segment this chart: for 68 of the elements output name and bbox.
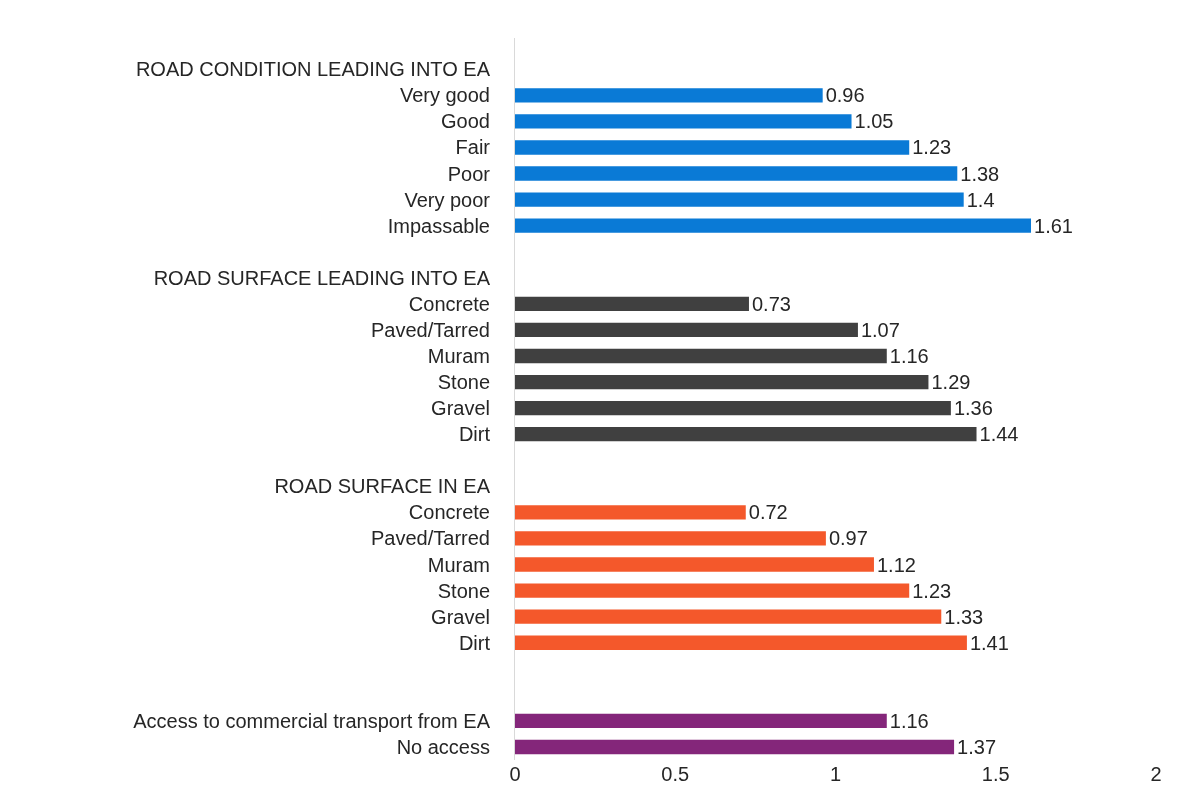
- bar: [515, 374, 929, 390]
- bar: [515, 322, 858, 338]
- x-tick-label: 1: [829, 763, 842, 785]
- y-tick-label: Stone: [437, 371, 490, 394]
- x-tick-label: 0: [509, 763, 521, 785]
- y-tick-label: Dirt: [458, 631, 491, 654]
- y-tick-label: Very good: [399, 84, 490, 107]
- bar: [515, 557, 874, 572]
- data-label: 1.23: [912, 579, 952, 602]
- data-label: 1.05: [854, 110, 894, 133]
- data-label: 1.41: [969, 631, 1009, 654]
- y-tick-label: Paved/Tarred: [371, 527, 490, 550]
- y-tick-label: Concrete: [408, 501, 490, 524]
- y-tick-label: Gravel: [431, 397, 490, 420]
- bar: [515, 218, 1032, 233]
- x-tick-label: 2: [1150, 763, 1162, 785]
- bar: [515, 635, 967, 650]
- bar: [515, 713, 887, 729]
- data-label: 1.16: [889, 709, 929, 732]
- y-tick-label: Muram: [427, 553, 490, 576]
- bar: [515, 400, 951, 416]
- data-label: 1.4: [966, 188, 995, 211]
- data-label: 1.23: [912, 136, 952, 159]
- bar: [515, 739, 955, 755]
- x-tick-label: 1.5: [981, 763, 1010, 785]
- bar: [515, 531, 826, 546]
- y-tick-label: Stone: [437, 579, 490, 602]
- x-tick-label: 0.5: [661, 763, 690, 785]
- bar: [515, 427, 977, 442]
- data-label: 1.37: [957, 735, 997, 758]
- data-label: 1.38: [960, 162, 1000, 185]
- data-label: 1.12: [876, 553, 916, 576]
- data-label: 0.73: [751, 292, 791, 315]
- bar: [515, 192, 964, 207]
- data-label: 1.07: [860, 318, 900, 341]
- bar: [515, 296, 749, 312]
- bar: [515, 114, 852, 129]
- y-tick-label: No access: [396, 735, 490, 758]
- data-label: 0.72: [748, 501, 788, 524]
- data-label: 1.29: [931, 371, 971, 394]
- data-label: 1.44: [979, 423, 1019, 446]
- y-tick-label: ROAD SURFACE IN EA: [274, 475, 491, 498]
- data-label: 0.97: [828, 527, 868, 550]
- bar: [515, 348, 887, 364]
- data-label: 1.16: [889, 344, 929, 367]
- data-label: 1.36: [953, 397, 993, 420]
- data-label: 1.61: [1034, 214, 1073, 237]
- y-tick-label: Gravel: [431, 605, 490, 628]
- y-tick-label: Fair: [455, 136, 491, 159]
- bar: [515, 505, 746, 520]
- y-tick-label: Access to commercial transport from EA: [133, 709, 491, 732]
- y-tick-label: Poor: [447, 162, 491, 185]
- bar: [515, 166, 958, 181]
- data-label: 0.96: [825, 84, 865, 107]
- y-tick-label: Dirt: [458, 423, 491, 446]
- y-tick-label: ROAD SURFACE LEADING INTO EA: [153, 266, 491, 289]
- y-tick-label: Good: [441, 110, 490, 133]
- bar: [515, 140, 910, 155]
- y-tick-label: Paved/Tarred: [371, 318, 490, 341]
- y-tick-label: Very poor: [404, 188, 491, 211]
- y-tick-label: Muram: [427, 344, 490, 367]
- bar: [515, 583, 910, 598]
- y-tick-label: ROAD CONDITION LEADING INTO EA: [135, 58, 491, 81]
- data-label: 1.33: [944, 605, 984, 628]
- bar: [515, 609, 942, 624]
- y-tick-label: Impassable: [387, 214, 490, 237]
- y-tick-label: Concrete: [408, 292, 490, 315]
- bar: [515, 88, 823, 103]
